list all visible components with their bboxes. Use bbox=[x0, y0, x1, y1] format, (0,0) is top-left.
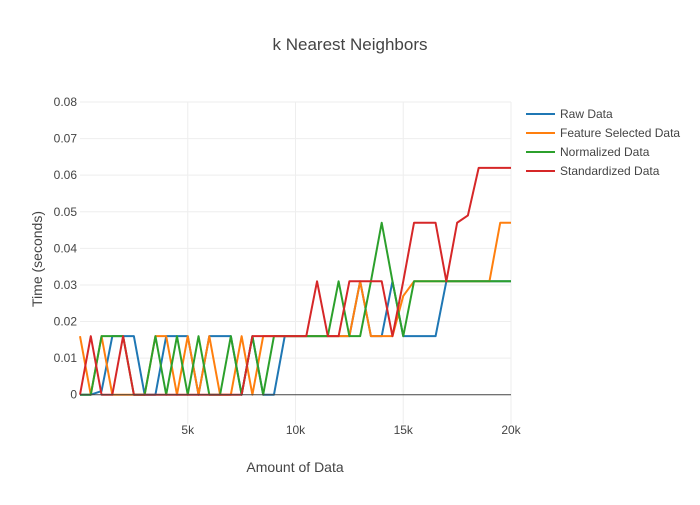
chart-title: k Nearest Neighbors bbox=[273, 35, 428, 54]
x-axis-title: Amount of Data bbox=[246, 459, 343, 475]
y-tick-label: 0.08 bbox=[54, 95, 78, 109]
grid-layer bbox=[80, 101, 512, 424]
y-tick-label: 0.01 bbox=[54, 351, 78, 365]
legend-label: Normalized Data bbox=[560, 145, 650, 159]
y-tick-label: 0 bbox=[70, 388, 77, 402]
x-tick-label: 5k bbox=[181, 423, 195, 437]
axis-layer: 5k 10k 15k 20k 0 0.01 0.02 0.03 0.04 0.05 0.06 0.07… bbox=[54, 95, 522, 437]
y-tick-label: 0.03 bbox=[54, 278, 78, 292]
y-tick-label: 0.04 bbox=[54, 241, 78, 255]
x-tick-label: 20k bbox=[501, 423, 521, 437]
y-axis-title: Time (seconds) bbox=[29, 211, 45, 307]
legend-label: Standardized Data bbox=[560, 164, 660, 178]
legend-label: Raw Data bbox=[560, 107, 613, 121]
y-tick-label: 0.07 bbox=[54, 132, 78, 146]
x-tick-label: 10k bbox=[286, 423, 306, 437]
y-tick-label: 0.06 bbox=[54, 168, 78, 182]
x-tick-label: 15k bbox=[394, 423, 414, 437]
y-tick-label: 0.02 bbox=[54, 315, 78, 329]
y-tick-label: 0.05 bbox=[54, 205, 78, 219]
legend: Raw Data Feature Selected Data Normalized … bbox=[526, 107, 680, 178]
legend-label: Feature Selected Data bbox=[560, 126, 680, 140]
